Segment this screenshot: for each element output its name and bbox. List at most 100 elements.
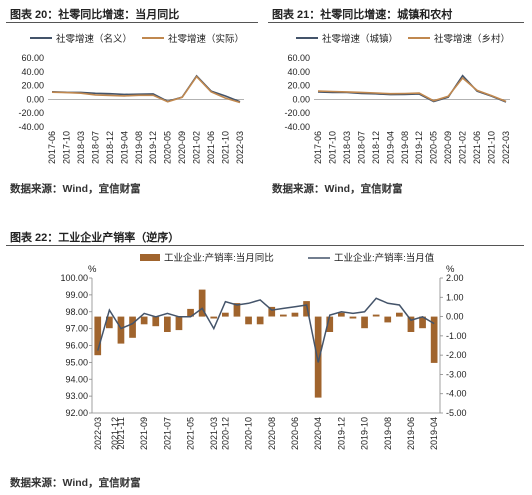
fig21-chart: 社零增速（城镇） 社零增速（乡村） 60.00 40.00 20.00 0.00 -20.0… (284, 33, 511, 164)
fig22-bar (152, 316, 160, 327)
fig22-bar (94, 316, 102, 356)
fig21-panel: 图表 21：社零同比增速：城镇和农村 社零增速（城镇） 社零增速（乡村） 60.00… (266, 0, 528, 200)
fig22-bar (291, 312, 299, 317)
fig22-bar (268, 306, 276, 317)
fig20-xtick-label: 2021-02 (192, 131, 202, 164)
fig22-xtick-label: 2022-03 (93, 417, 103, 450)
fig21-xtick-label: 2022-03 (501, 131, 511, 164)
fig21-ytick-label: -40.00 (284, 122, 310, 132)
fig20-ytick-label: 0.00 (26, 94, 44, 104)
fig22-right-ytick-label: -5.00 (446, 408, 467, 418)
fig22-source: 数据来源：Wind，宜信财富 (10, 477, 141, 489)
fig20-xtick-label: 2019-04 (119, 131, 129, 164)
fig20-title: 图表 20：社零同比增速：当月同比 (10, 9, 180, 21)
fig22-bar (384, 316, 392, 323)
fig21-xtick-label: 2019-04 (385, 131, 395, 164)
fig20-xtick-label: 2017-06 (47, 131, 57, 164)
fig21-xtick-label: 2018-12 (371, 131, 381, 164)
fig21-series-line-0 (317, 74, 507, 103)
fig22-xtick-label: 2019-12 (336, 417, 346, 450)
fig21-xtick-label: 2020-05 (429, 131, 439, 164)
fig20-xtick-label: 2018-03 (76, 131, 86, 164)
fig22-panel: 图表 22：工业企业产销率（逆序） 工业企业:产销率:当月同比 工业企业:产销率:… (0, 225, 532, 495)
fig22-right-unit: % (446, 264, 455, 275)
fig22-xtick-label: 2021-09 (139, 417, 149, 450)
fig22-bar (407, 316, 415, 332)
fig20-title-divider (6, 22, 258, 23)
fig21-xtick-label: 2019-12 (414, 131, 424, 164)
fig22-bar (396, 312, 403, 317)
fig22-bar (222, 312, 229, 317)
fig22-left-ytick-label: 92.00 (65, 408, 88, 418)
fig20-ytick-label: 40.00 (21, 67, 44, 77)
fig21-xtick-label: 2021-06 (472, 131, 482, 164)
fig21-xtick-label: 2018-07 (356, 131, 366, 164)
fig22-xtick-label: 2019-04 (429, 417, 439, 450)
fig22-bar (140, 316, 148, 325)
fig21-legend-label-1: 社零增速（乡村） (434, 33, 510, 45)
fig22-title-divider (6, 245, 524, 246)
fig22-legend-label-line: 工业企业:产销率:当月值 (334, 252, 435, 264)
fig20-xtick-label: 2018-12 (105, 131, 115, 164)
fig22-xtick-label: 2020-12 (220, 417, 230, 450)
fig21-title: 图表 21：社零同比增速：城镇和农村 (272, 9, 453, 21)
fig20-series-line-0 (51, 74, 241, 103)
fig21-ytick-label: 0.00 (292, 94, 310, 104)
fig22-right-ytick-label: -2.00 (446, 350, 467, 360)
fig21-xtick-label: 2021-10 (487, 131, 497, 164)
fig20-source: 数据来源：Wind，宜信财富 (10, 183, 141, 195)
fig22-right-ytick-label: 2.00 (446, 273, 464, 283)
fig22-left-ytick-label: 98.00 (65, 307, 88, 317)
fig20-xtick-label: 2022-03 (235, 131, 245, 164)
fig21-xtick-label: 2018-03 (342, 131, 352, 164)
fig20-xtick-label: 2020-09 (177, 131, 187, 164)
fig20-panel: 图表 20：社零同比增速：当月同比 社零增速（名义） 社零增速（实际） 60.00 4… (0, 0, 262, 200)
fig22-bar (164, 316, 171, 332)
fig21-ytick-label: 40.00 (287, 67, 310, 77)
fig22-bar (361, 316, 368, 329)
fig22-bar (280, 314, 287, 317)
fig20-ytick-label: -40.00 (18, 122, 44, 132)
fig22-xtick-label: 2020-06 (290, 417, 300, 450)
fig22-xtick-label: 2021-05 (186, 417, 196, 450)
fig22-xtick-label: 2021-07 (162, 417, 172, 450)
fig22-bar (175, 316, 183, 331)
fig20-xtick-label: 2019-08 (134, 131, 144, 164)
fig22-bar (106, 316, 113, 329)
fig20-chart: 社零增速（名义） 社零增速（实际） 60.00 40.00 20.00 0.00 -20.0… (18, 33, 245, 164)
fig20-xtick-label: 2019-12 (148, 131, 158, 164)
fig22-xtick-label: 2021-12 (110, 417, 120, 450)
fig22-series-line (97, 297, 435, 363)
fig22-left-unit: % (88, 264, 97, 275)
fig22-bar (349, 316, 357, 319)
fig21-title-divider (268, 22, 524, 23)
fig22-xtick-label: 2019-08 (383, 417, 393, 450)
fig22-bar (303, 301, 310, 317)
fig21-xtick-label: 2019-08 (400, 131, 410, 164)
fig20-xtick-label: 2021-06 (206, 131, 216, 164)
fig22-bar (245, 316, 252, 325)
fig22-left-ytick-label: 93.00 (65, 391, 88, 401)
fig22-right-ytick-label: -3.00 (446, 369, 467, 379)
fig22-left-ytick-label: 96.00 (65, 341, 88, 351)
fig20-legend-label-1: 社零增速（实际） (168, 33, 244, 45)
fig22-bar (256, 316, 264, 325)
fig22-right-ytick-label: -1.00 (446, 331, 467, 341)
fig20-ytick-label: -20.00 (18, 108, 44, 118)
fig22-left-ytick-label: 100.00 (60, 273, 88, 283)
fig22-bar (117, 316, 125, 344)
fig20-xtick-label: 2021-10 (221, 131, 231, 164)
fig21-xtick-label: 2017-10 (327, 131, 337, 164)
fig22-bar (430, 316, 438, 363)
fig20-xtick-label: 2017-10 (61, 131, 71, 164)
fig21-source: 数据来源：Wind，宜信财富 (272, 183, 403, 195)
fig22-bar (233, 303, 241, 317)
fig22-bar (187, 308, 194, 317)
fig22-title: 图表 22：工业企业产销率（逆序） (10, 232, 180, 244)
fig22-bar (129, 316, 136, 338)
fig22-right-ytick-label: -4.00 (446, 389, 467, 399)
fig22-legend-label-bar: 工业企业:产销率:当月同比 (164, 252, 274, 264)
fig22-right-ytick-label: 0.00 (446, 312, 464, 322)
fig20-legend-label-0: 社零增速（名义） (56, 33, 132, 45)
fig22-chart: 工业企业:产销率:当月同比 工业企业:产销率:当月值% %100.0099.0098… (60, 252, 467, 450)
